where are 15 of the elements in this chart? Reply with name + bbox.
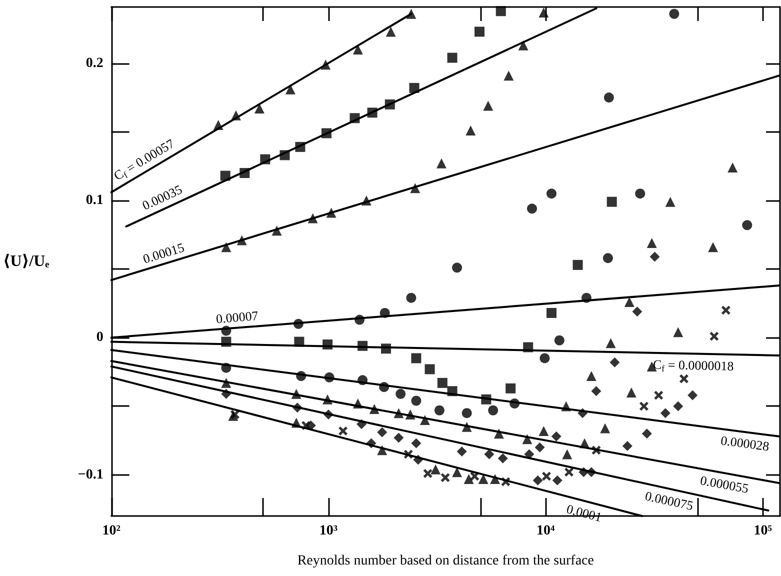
annotation: 0.000055 <box>699 472 750 496</box>
y-tick-label: 0.1 <box>86 192 104 208</box>
y-tick-label: 0.2 <box>86 56 104 71</box>
annotation: 0.000028 <box>720 432 770 454</box>
y-tick-label: 0 <box>96 330 104 346</box>
x-tick-label: 10³ <box>319 524 338 538</box>
y-axis-title: ⟨U⟩/Uₑ <box>2 253 50 270</box>
x-tick-label: 10⁵ <box>754 524 772 538</box>
annotation: 0.000075 <box>644 488 695 514</box>
x-axis-title: Reynolds number based on distance from the surface <box>297 554 594 568</box>
x-tick-label: 10² <box>102 524 120 538</box>
x-tick-label: 10⁴ <box>536 524 556 538</box>
annotation: 0.00007 <box>215 308 260 326</box>
y-tick-label: −0.1 <box>78 467 104 482</box>
annotation: 0.00015 <box>141 240 186 266</box>
